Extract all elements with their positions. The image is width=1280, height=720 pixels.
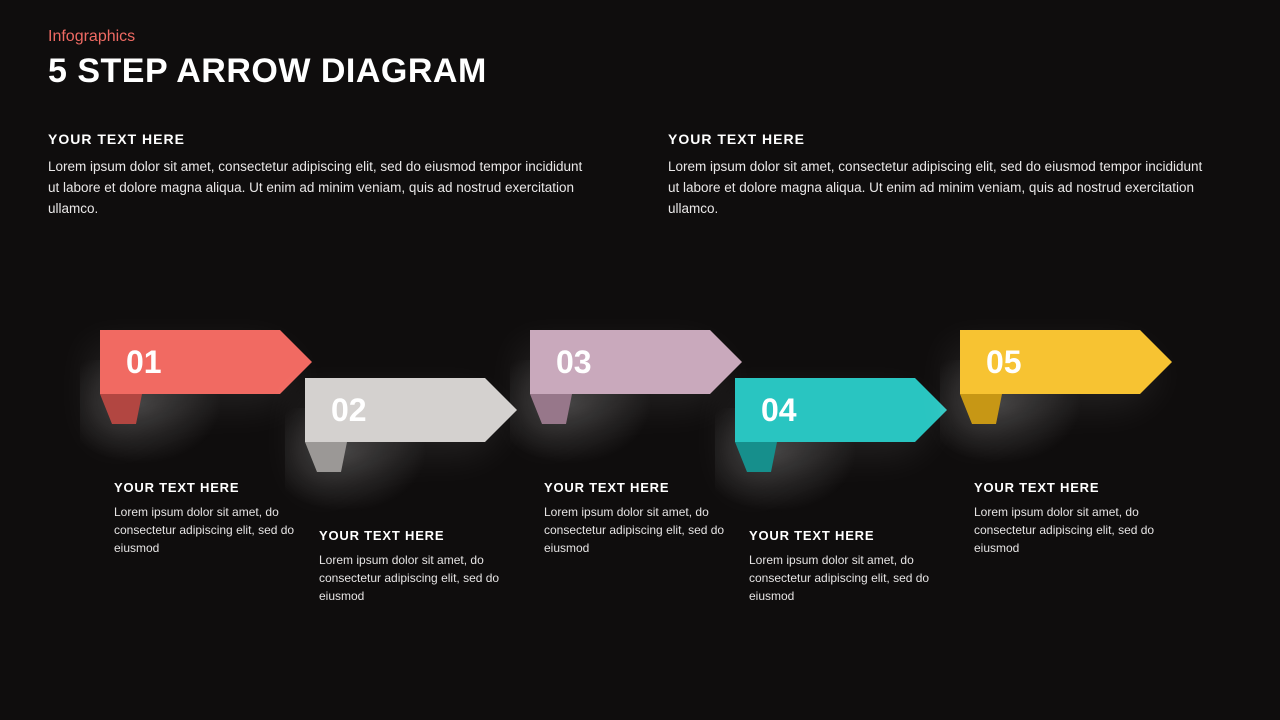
step-number: 02 — [331, 392, 367, 429]
intro-row: YOUR TEXT HERE Lorem ipsum dolor sit ame… — [0, 91, 1280, 220]
step-number: 01 — [126, 344, 162, 381]
arrow-fold — [960, 394, 1002, 424]
header: Infographics 5 STEP ARROW DIAGRAM — [0, 0, 1280, 91]
intro-body: Lorem ipsum dolor sit amet, consectetur … — [48, 157, 588, 220]
step-text: YOUR TEXT HERE Lorem ipsum dolor sit amet… — [114, 480, 304, 557]
arrow-badge: 03 — [530, 330, 770, 394]
step-body: Lorem ipsum dolor sit amet, do consectet… — [749, 551, 939, 605]
step-heading: YOUR TEXT HERE — [114, 480, 304, 495]
step-number: 03 — [556, 344, 592, 381]
step-04: 04YOUR TEXT HERELorem ipsum dolor sit am… — [735, 330, 975, 394]
arrow-body: 01 — [100, 330, 280, 394]
step-05: 05YOUR TEXT HERELorem ipsum dolor sit am… — [960, 330, 1200, 394]
step-body: Lorem ipsum dolor sit amet, do consectet… — [319, 551, 509, 605]
step-text: YOUR TEXT HERE Lorem ipsum dolor sit amet… — [974, 480, 1164, 557]
eyebrow: Infographics — [48, 28, 1232, 46]
arrow-body: 03 — [530, 330, 710, 394]
intro-body: Lorem ipsum dolor sit amet, consectetur … — [668, 157, 1208, 220]
intro-heading: YOUR TEXT HERE — [48, 131, 588, 147]
arrow-badge: 04 — [735, 378, 975, 442]
step-02: 02YOUR TEXT HERELorem ipsum dolor sit am… — [305, 330, 545, 394]
arrow-body: 02 — [305, 378, 485, 442]
arrow-fold — [305, 442, 347, 472]
step-text: YOUR TEXT HERE Lorem ipsum dolor sit amet… — [544, 480, 734, 557]
step-heading: YOUR TEXT HERE — [749, 528, 939, 543]
step-body: Lorem ipsum dolor sit amet, do consectet… — [974, 503, 1164, 557]
arrow-badge: 02 — [305, 378, 545, 442]
step-text: YOUR TEXT HERE Lorem ipsum dolor sit amet… — [319, 528, 509, 605]
arrow-badge: 05 — [960, 330, 1200, 394]
step-number: 05 — [986, 344, 1022, 381]
arrow-badge: 01 — [100, 330, 340, 394]
step-text: YOUR TEXT HERE Lorem ipsum dolor sit amet… — [749, 528, 939, 605]
step-number: 04 — [761, 392, 797, 429]
step-heading: YOUR TEXT HERE — [544, 480, 734, 495]
step-body: Lorem ipsum dolor sit amet, do consectet… — [114, 503, 304, 557]
page-title: 5 STEP ARROW DIAGRAM — [48, 52, 1232, 91]
step-heading: YOUR TEXT HERE — [319, 528, 509, 543]
arrow-fold — [100, 394, 142, 424]
arrow-body: 04 — [735, 378, 915, 442]
intro-col-left: YOUR TEXT HERE Lorem ipsum dolor sit ame… — [48, 131, 588, 220]
step-01: 01YOUR TEXT HERELorem ipsum dolor sit am… — [100, 330, 340, 394]
intro-heading: YOUR TEXT HERE — [668, 131, 1208, 147]
step-03: 03YOUR TEXT HERELorem ipsum dolor sit am… — [530, 330, 770, 394]
step-body: Lorem ipsum dolor sit amet, do consectet… — [544, 503, 734, 557]
arrow-diagram: 01 YOUR TEXT HERE Lorem ipsum dolor sit am… — [0, 330, 1280, 690]
arrow-fold — [530, 394, 572, 424]
arrow-body: 05 — [960, 330, 1140, 394]
arrow-fold — [735, 442, 777, 472]
intro-col-right: YOUR TEXT HERE Lorem ipsum dolor sit ame… — [668, 131, 1208, 220]
step-heading: YOUR TEXT HERE — [974, 480, 1164, 495]
